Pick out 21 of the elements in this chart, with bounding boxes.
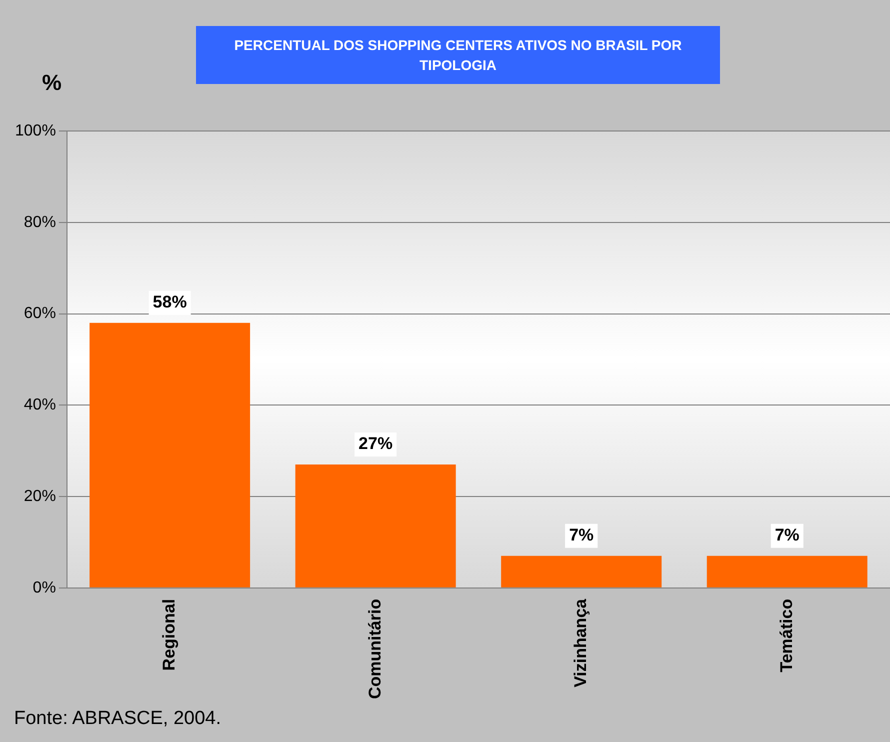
x-tick-label: Temático <box>776 598 796 672</box>
data-label: 7% <box>569 526 594 545</box>
data-label: 7% <box>774 526 800 545</box>
y-axis-title: % <box>42 70 62 96</box>
x-tick-label: Regional <box>159 598 178 671</box>
y-tick-label: 40% <box>24 396 56 414</box>
bar <box>706 556 868 588</box>
x-tick-label: Vizinhança <box>571 598 590 688</box>
y-tick-label: 0% <box>32 579 56 596</box>
data-label: 58% <box>152 292 187 312</box>
bar <box>90 322 250 588</box>
y-tick-label: 20% <box>24 488 56 505</box>
y-tick-label: 80% <box>24 214 56 231</box>
chart-title: PERCENTUAL DOS SHOPPING CENTERS ATIVOS NO BRASIL POR TIPOLOGIA <box>196 26 720 84</box>
bar <box>295 464 456 588</box>
x-tick-label: Comunitário <box>365 598 384 699</box>
bar <box>501 556 662 588</box>
y-tick-label: 60% <box>24 305 56 322</box>
y-tick-label: 100% <box>15 122 56 140</box>
source-note: Fonte: ABRASCE, 2004. <box>14 708 222 730</box>
data-label: 27% <box>358 434 393 454</box>
